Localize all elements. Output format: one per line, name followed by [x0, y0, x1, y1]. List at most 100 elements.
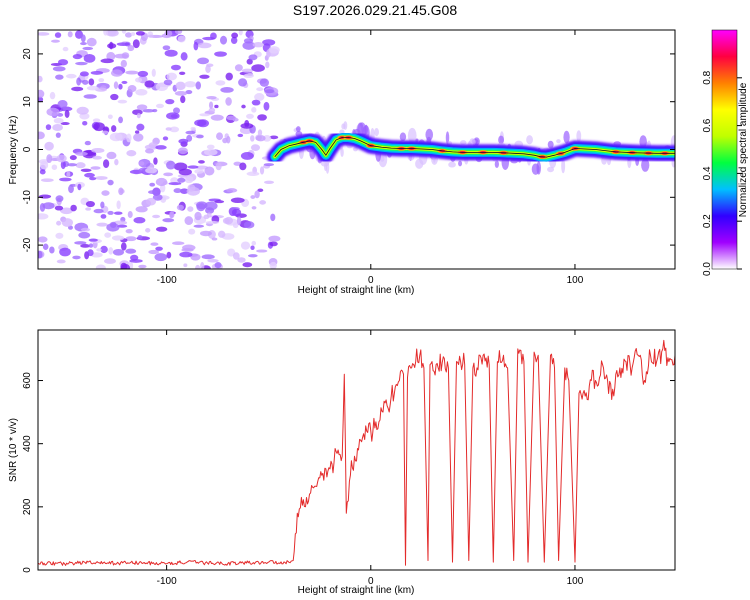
- noise-blob: [208, 107, 216, 113]
- noise-blob: [174, 90, 188, 96]
- signal-halo-blob: [407, 127, 417, 144]
- noise-blob: [88, 78, 95, 86]
- noise-blob: [220, 87, 234, 93]
- noise-blob: [152, 214, 161, 219]
- noise-blob: [80, 34, 86, 43]
- snr-xtick-label: -100: [157, 576, 177, 587]
- snr-ytick-label: 400: [22, 435, 33, 452]
- noise-blob: [92, 155, 102, 160]
- signal-ridge-center: [274, 137, 675, 158]
- noise-blob: [148, 142, 158, 149]
- noise-blob: [111, 235, 125, 241]
- noise-blob: [144, 80, 155, 88]
- noise-blob: [164, 49, 178, 57]
- noise-blob: [187, 184, 196, 192]
- noise-blob: [251, 107, 257, 113]
- noise-blob: [38, 75, 43, 83]
- noise-blob: [127, 85, 137, 93]
- noise-blob: [155, 226, 168, 232]
- noise-blob: [120, 59, 127, 68]
- noise-blob: [38, 96, 44, 103]
- signal-halo-blob: [399, 132, 407, 142]
- colorbar-tick-label: 0.6: [702, 118, 713, 132]
- noise-blob: [105, 30, 119, 37]
- noise-blob: [270, 213, 276, 222]
- noise-blob: [138, 264, 147, 269]
- noise-blob: [196, 134, 204, 139]
- noise-blob: [107, 210, 114, 215]
- noise-blob: [179, 71, 186, 75]
- snr-ytick-label: 200: [22, 498, 33, 515]
- noise-blob: [51, 164, 58, 170]
- noise-blob: [126, 150, 137, 157]
- noise-blob: [152, 194, 163, 201]
- noise-blob: [203, 148, 218, 156]
- noise-blob: [230, 36, 238, 45]
- noise-blob: [107, 179, 114, 186]
- noise-blob: [145, 197, 157, 206]
- noise-blob: [135, 88, 148, 96]
- noise-blob: [251, 240, 257, 246]
- noise-blob: [206, 144, 215, 150]
- noise-blob: [39, 169, 46, 175]
- noise-blob: [135, 31, 145, 36]
- noise-blob: [231, 208, 242, 217]
- noise-blob: [164, 30, 173, 37]
- spectrogram-ytick-label: -20: [22, 237, 33, 252]
- noise-blob: [121, 30, 127, 34]
- noise-blob: [179, 188, 189, 194]
- noise-blob: [251, 64, 265, 72]
- noise-blob: [125, 228, 133, 234]
- noise-blob: [163, 172, 173, 177]
- noise-blob: [232, 252, 240, 260]
- noise-blob: [117, 99, 128, 104]
- noise-blob: [75, 61, 88, 66]
- noise-blob: [199, 230, 212, 237]
- noise-blob: [80, 42, 87, 46]
- noise-blob: [150, 242, 159, 246]
- noise-blob: [187, 206, 194, 212]
- noise-blob: [200, 262, 205, 269]
- noise-blob: [94, 176, 108, 181]
- signal-halo-blob: [556, 139, 561, 144]
- noise-blob: [195, 264, 201, 269]
- noise-blob: [93, 122, 105, 132]
- noise-blob: [130, 32, 136, 36]
- noise-blob: [126, 133, 132, 143]
- noise-blob: [120, 242, 127, 251]
- snr-xtick-label: 0: [368, 576, 374, 587]
- noise-blob: [254, 93, 265, 102]
- noise-blob: [236, 216, 242, 226]
- noise-blob: [60, 122, 70, 126]
- spectrogram-xlabel: Height of straight line (km): [298, 285, 415, 296]
- noise-blob: [193, 224, 205, 228]
- noise-blob: [238, 30, 243, 36]
- noise-blob: [250, 144, 260, 151]
- noise-blob: [268, 46, 280, 54]
- noise-blob: [82, 46, 94, 51]
- snr-ytick-label: 0: [22, 567, 33, 573]
- noise-blob: [110, 69, 123, 77]
- colorbar: 0.0 0.2 0.4 0.6 0.8 Normalized spectral ampl…: [702, 29, 749, 276]
- noise-blob: [84, 172, 95, 178]
- noise-blob: [57, 99, 68, 109]
- noise-blob: [83, 94, 97, 99]
- noise-blob: [107, 114, 113, 119]
- noise-blob: [231, 32, 239, 39]
- noise-blob: [75, 151, 88, 156]
- noise-blob: [38, 194, 52, 199]
- noise-blob: [166, 112, 180, 120]
- noise-blob: [214, 104, 219, 109]
- noise-blob: [254, 190, 260, 199]
- signal-halo-blob: [526, 135, 533, 145]
- signal-halo-blob: [469, 138, 476, 147]
- noise-blob: [145, 228, 151, 233]
- noise-blob: [205, 220, 220, 225]
- noise-blob: [250, 135, 255, 142]
- noise-blob: [77, 183, 82, 191]
- noise-blob: [142, 108, 155, 113]
- noise-blob: [148, 249, 160, 255]
- noise-blob: [151, 68, 156, 77]
- snr-ylabel: SNR (10 * v/v): [8, 418, 19, 482]
